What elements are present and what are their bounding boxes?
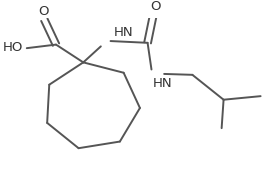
Text: HN: HN <box>113 26 133 39</box>
Text: O: O <box>150 0 161 13</box>
Text: HN: HN <box>152 77 172 90</box>
Text: HO: HO <box>3 41 23 54</box>
Text: O: O <box>38 5 49 18</box>
